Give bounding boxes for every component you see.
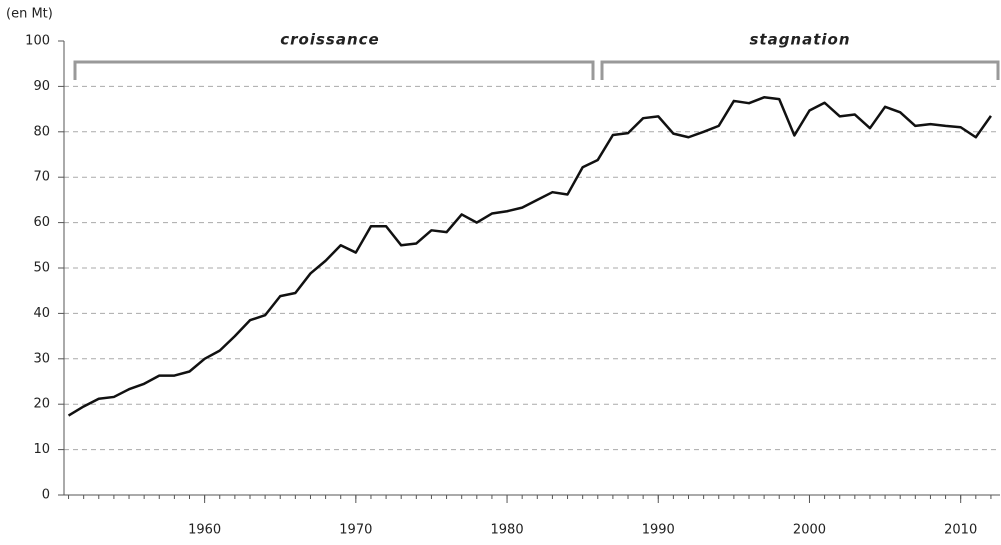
annotation: stagnation — [749, 31, 850, 49]
y-tick-label: 100 — [25, 34, 50, 49]
x-tick-label: 1970 — [339, 523, 372, 538]
bracket — [73, 60, 595, 80]
x-tick-label: 2000 — [793, 523, 826, 538]
bracket — [600, 60, 1000, 80]
annotation: croissance — [280, 31, 379, 49]
x-tick-label: 1960 — [188, 523, 221, 538]
y-tick-label: 40 — [33, 306, 50, 321]
x-tick-label: 2010 — [944, 523, 977, 538]
data-line — [67, 96, 992, 417]
y-tick-label: 70 — [33, 170, 50, 185]
y-tick-label: 0 — [42, 488, 50, 503]
y-tick-label: 50 — [33, 261, 50, 276]
y-tick-label: 10 — [33, 442, 50, 457]
y-tick-label: 30 — [33, 351, 50, 366]
x-tick-label: 1990 — [642, 523, 675, 538]
y-tick-label: 90 — [33, 79, 50, 94]
y-axis-label: (en Mt) — [6, 7, 53, 22]
x-tick-label: 1980 — [491, 523, 524, 538]
y-tick-label: 80 — [33, 124, 50, 139]
y-tick-label: 20 — [33, 397, 50, 412]
y-tick-label: 60 — [33, 215, 50, 230]
